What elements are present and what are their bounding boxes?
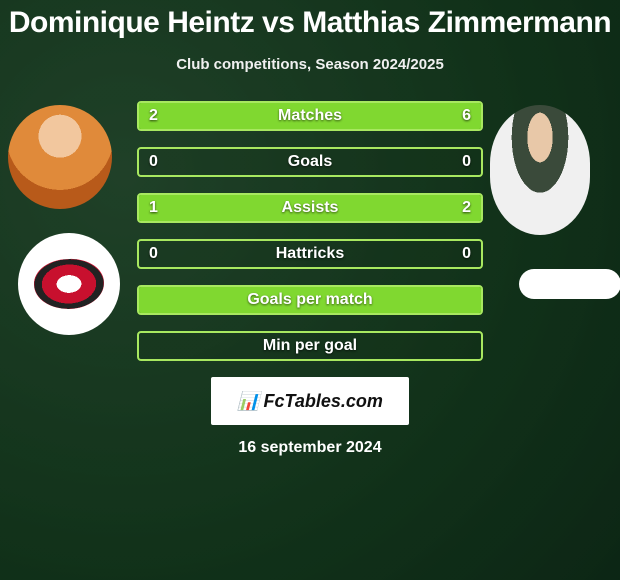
stat-value-right: 0 — [462, 153, 471, 171]
hurricane-logo-icon — [33, 258, 105, 310]
stat-value-right: 6 — [462, 107, 471, 125]
brand-badge: 📊 FcTables.com — [211, 377, 409, 425]
stat-label: Matches — [278, 107, 342, 125]
stat-value-right: 0 — [462, 245, 471, 263]
player-left-avatar — [8, 105, 112, 209]
stat-value-left: 0 — [149, 245, 158, 263]
stat-value-left: 2 — [149, 107, 158, 125]
brand-chart-icon: 📊 — [237, 391, 259, 412]
player-right-avatar — [490, 105, 590, 235]
stat-value-right: 2 — [462, 199, 471, 217]
stat-value-left: 1 — [149, 199, 158, 217]
date-label: 16 september 2024 — [0, 439, 620, 457]
stat-label: Goals per match — [247, 291, 372, 309]
stat-bars: 2 6 Matches 0 0 Goals 1 2 Assists 0 0 Hattricks Goal… — [137, 101, 483, 361]
stat-bar-goals: 0 0 Goals — [137, 147, 483, 177]
stat-label: Min per goal — [263, 337, 357, 355]
stat-bar-hattricks: 0 0 Hattricks — [137, 239, 483, 269]
stat-label: Goals — [288, 153, 332, 171]
subtitle: Club competitions, Season 2024/2025 — [0, 56, 620, 73]
stat-fill-right — [225, 103, 482, 129]
player-left-club-badge — [18, 233, 120, 335]
brand-text: FcTables.com — [264, 391, 383, 412]
player-right-club-badge — [519, 269, 620, 299]
stat-label: Assists — [282, 199, 339, 217]
stat-value-left: 0 — [149, 153, 158, 171]
stat-bar-goals-per-match: Goals per match — [137, 285, 483, 315]
stat-bar-min-per-goal: Min per goal — [137, 331, 483, 361]
comparison-layout: 2 6 Matches 0 0 Goals 1 2 Assists 0 0 Hattricks Goal… — [0, 101, 620, 457]
page-title: Dominique Heintz vs Matthias Zimmermann — [0, 0, 620, 40]
stat-bar-matches: 2 6 Matches — [137, 101, 483, 131]
stat-bar-assists: 1 2 Assists — [137, 193, 483, 223]
stat-label: Hattricks — [276, 245, 344, 263]
